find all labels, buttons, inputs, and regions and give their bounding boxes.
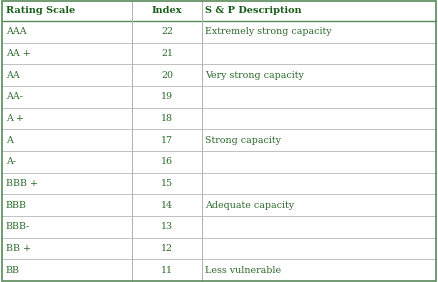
Text: AA +: AA + bbox=[6, 49, 31, 58]
Text: 14: 14 bbox=[161, 201, 173, 210]
Text: 22: 22 bbox=[161, 27, 173, 36]
Text: 20: 20 bbox=[161, 71, 173, 80]
Text: 21: 21 bbox=[161, 49, 173, 58]
Text: S & P Description: S & P Description bbox=[205, 6, 302, 16]
Text: AA-: AA- bbox=[6, 92, 23, 102]
Text: 18: 18 bbox=[161, 114, 173, 123]
Text: BBB +: BBB + bbox=[6, 179, 38, 188]
Text: Extremely strong capacity: Extremely strong capacity bbox=[205, 27, 332, 36]
Text: 19: 19 bbox=[161, 92, 173, 102]
Text: Very strong capacity: Very strong capacity bbox=[205, 71, 304, 80]
Text: 17: 17 bbox=[161, 136, 173, 145]
Text: Index: Index bbox=[152, 6, 182, 16]
Text: Less vulnerable: Less vulnerable bbox=[205, 266, 281, 275]
Text: BBB-: BBB- bbox=[6, 222, 30, 232]
Text: 12: 12 bbox=[161, 244, 173, 253]
Text: Rating Scale: Rating Scale bbox=[6, 6, 75, 16]
Text: Adequate capacity: Adequate capacity bbox=[205, 201, 294, 210]
Text: A: A bbox=[6, 136, 13, 145]
Text: 13: 13 bbox=[161, 222, 173, 232]
Text: A-: A- bbox=[6, 157, 16, 166]
Text: 16: 16 bbox=[161, 157, 173, 166]
Text: 15: 15 bbox=[161, 179, 173, 188]
Text: BB: BB bbox=[6, 266, 20, 275]
Text: BB +: BB + bbox=[6, 244, 31, 253]
Text: Strong capacity: Strong capacity bbox=[205, 136, 281, 145]
Text: BBB: BBB bbox=[6, 201, 27, 210]
Text: AA: AA bbox=[6, 71, 19, 80]
Text: AAA: AAA bbox=[6, 27, 26, 36]
Text: 11: 11 bbox=[161, 266, 173, 275]
Text: A +: A + bbox=[6, 114, 24, 123]
